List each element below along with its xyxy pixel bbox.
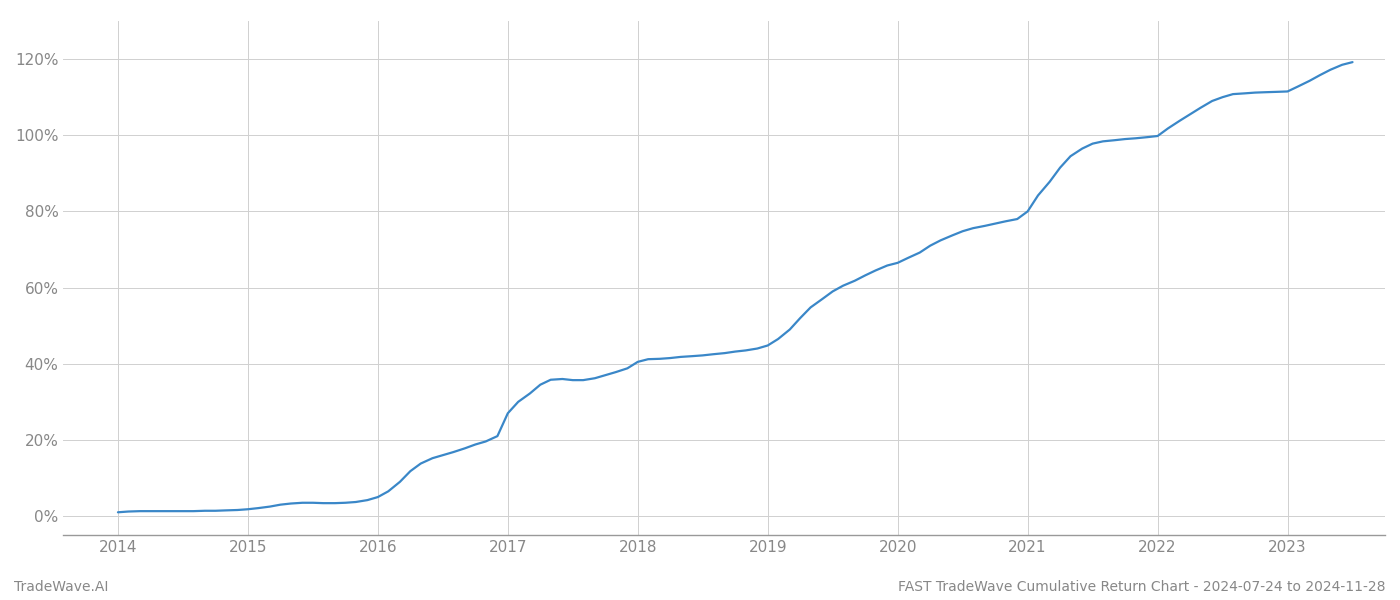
Text: TradeWave.AI: TradeWave.AI: [14, 580, 108, 594]
Text: FAST TradeWave Cumulative Return Chart - 2024-07-24 to 2024-11-28: FAST TradeWave Cumulative Return Chart -…: [899, 580, 1386, 594]
